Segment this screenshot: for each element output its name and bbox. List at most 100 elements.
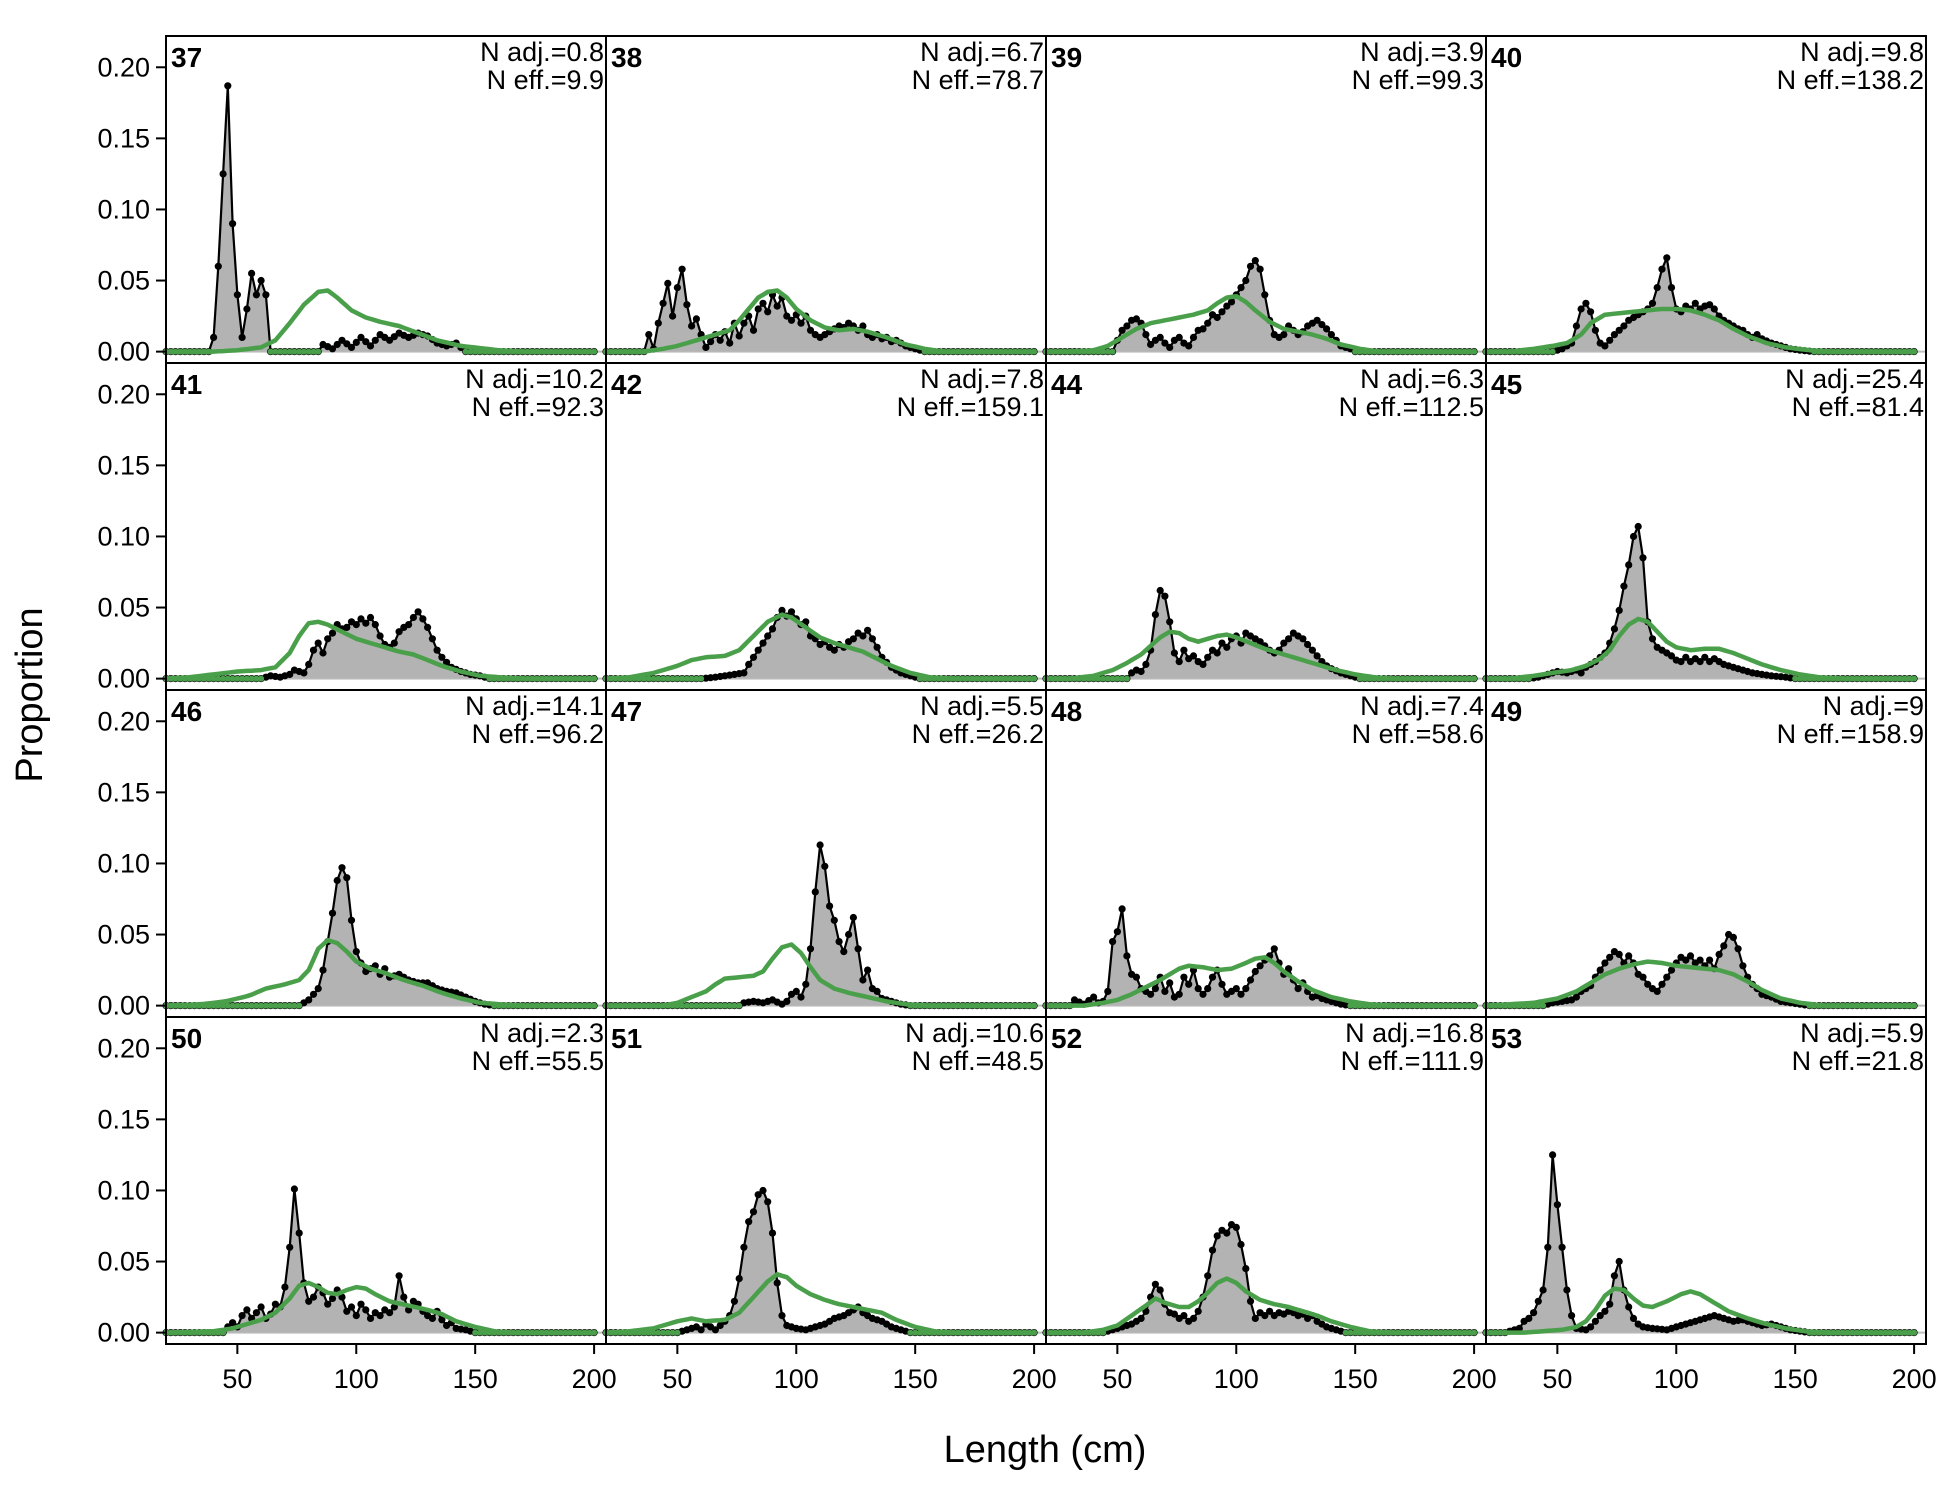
- expected-point: [698, 1002, 705, 1009]
- expected-point: [210, 1329, 217, 1336]
- expected-point: [1085, 348, 1092, 355]
- observed-point: [1667, 966, 1676, 974]
- panel-id-label: 39: [1051, 42, 1082, 73]
- observed-point: [1147, 340, 1155, 349]
- observed-point: [1246, 262, 1255, 270]
- expected-point: [1811, 1329, 1818, 1336]
- expected-point: [1544, 348, 1551, 355]
- expected-point: [543, 1002, 550, 1009]
- expected-point: [931, 675, 938, 682]
- observed-point: [328, 345, 337, 353]
- expected-point: [921, 1329, 928, 1336]
- observed-point: [1587, 1323, 1595, 1331]
- expected-point: [1076, 1329, 1083, 1336]
- observed-point: [1682, 956, 1690, 964]
- expected-point: [907, 1002, 914, 1009]
- expected-point: [548, 1002, 555, 1009]
- observed-point: [1591, 326, 1599, 334]
- observed-point: [1166, 618, 1174, 626]
- expected-point: [964, 1002, 971, 1009]
- observed-point: [678, 265, 686, 273]
- expected-point: [1437, 348, 1444, 355]
- expected-point: [916, 1329, 923, 1336]
- observed-point: [1256, 265, 1264, 273]
- observed-point: [816, 841, 824, 849]
- expected-point: [224, 1002, 231, 1009]
- expected-point: [940, 675, 947, 682]
- expected-point: [486, 348, 493, 355]
- observed-point: [290, 1185, 298, 1193]
- observed-point: [1615, 1257, 1623, 1266]
- expected-point: [1433, 348, 1440, 355]
- observed-point: [859, 322, 867, 330]
- observed-point: [835, 938, 843, 946]
- expected-point: [1816, 675, 1822, 682]
- expected-point: [1031, 675, 1038, 682]
- observed-point: [1572, 322, 1580, 330]
- n-adj-label: N adj.=7.4: [1360, 691, 1484, 721]
- expected-point: [674, 1002, 681, 1009]
- observed-point: [1610, 625, 1618, 633]
- y-tick-label: 0.15: [97, 123, 150, 153]
- observed-area: [166, 867, 595, 1006]
- observed-point: [1596, 1312, 1604, 1320]
- observed-point: [1142, 331, 1150, 339]
- expected-point: [1095, 675, 1102, 682]
- expected-point: [626, 675, 633, 682]
- expected-point: [491, 675, 498, 682]
- expected-point: [553, 675, 560, 682]
- expected-point: [1825, 348, 1832, 355]
- expected-point: [1854, 675, 1860, 682]
- observed-point: [219, 170, 227, 178]
- expected-point: [1525, 675, 1532, 682]
- expected-point: [1906, 1002, 1913, 1009]
- observed-point: [1634, 522, 1642, 531]
- observed-point: [826, 902, 834, 910]
- expected-point: [534, 348, 540, 355]
- expected-point: [515, 1002, 521, 1009]
- expected-point: [1839, 348, 1846, 355]
- expected-point: [988, 1329, 995, 1336]
- panel-39: 39 N adj.=3.9N eff.=99.3: [1042, 35, 1487, 364]
- observed-point: [1304, 640, 1312, 649]
- expected-point: [1371, 1329, 1378, 1336]
- observed-point: [1615, 606, 1623, 615]
- expected-point: [281, 1002, 288, 1009]
- expected-point: [1811, 348, 1818, 355]
- observed-point: [1753, 331, 1761, 339]
- observed-point: [1299, 635, 1307, 643]
- expected-point: [186, 675, 193, 682]
- expected-point: [581, 348, 588, 355]
- observed-point: [319, 649, 327, 657]
- panel-38: 38 N adj.=6.7N eff.=78.7: [602, 35, 1047, 364]
- expected-point: [1447, 1002, 1454, 1009]
- expected-point: [1835, 675, 1841, 682]
- expected-point: [983, 1329, 990, 1336]
- panel-49: 49 N adj.=9N eff.=158.9: [1482, 689, 1927, 1018]
- expected-point: [291, 348, 298, 355]
- expected-point: [1530, 348, 1537, 355]
- expected-point: [664, 1002, 671, 1009]
- expected-point: [1492, 1329, 1499, 1336]
- expected-point: [1356, 348, 1363, 355]
- observed-point: [305, 660, 313, 669]
- expected-point: [1521, 1002, 1528, 1009]
- observed-point: [1175, 658, 1183, 666]
- expected-point: [1057, 675, 1064, 682]
- expected-point: [1026, 348, 1033, 355]
- observed-point: [1625, 561, 1633, 569]
- observed-point: [328, 1294, 337, 1303]
- expected-point: [462, 348, 469, 355]
- expected-point: [538, 1329, 545, 1336]
- observed-point: [1663, 254, 1671, 262]
- expected-point: [926, 675, 933, 682]
- observed-point: [1629, 1314, 1638, 1322]
- expected-point: [926, 1002, 933, 1009]
- observed-point: [1147, 990, 1155, 998]
- expected-point: [660, 675, 667, 682]
- expected-point: [557, 1329, 564, 1336]
- expected-point: [974, 675, 980, 682]
- expected-point: [1456, 1002, 1463, 1009]
- n-adj-label: N adj.=10.2: [465, 364, 604, 394]
